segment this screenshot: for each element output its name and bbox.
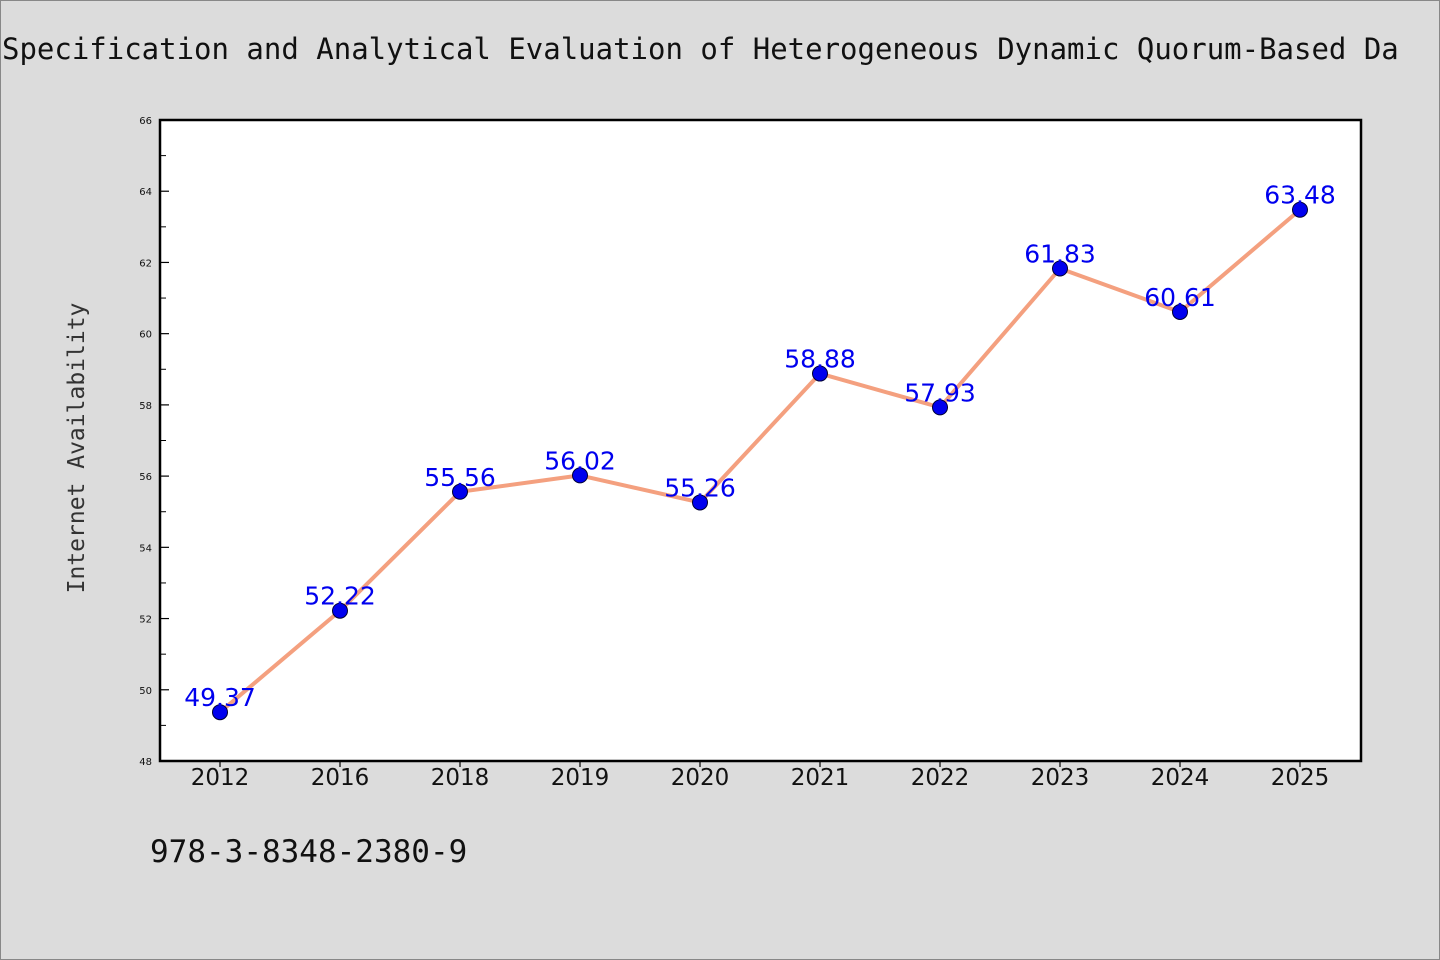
x-tick-label: 2022: [911, 765, 970, 791]
y-tick-label: 62: [139, 258, 152, 269]
data-point: [572, 467, 588, 484]
x-tick-label: 2023: [1031, 765, 1090, 791]
series-layer: 49.37 52.22 55.56 56.02 55.26 58.88 57.93 61.83…: [184, 181, 1336, 721]
series-line: [218, 208, 1302, 714]
data-point: [212, 704, 228, 721]
data-label: 63.48: [1264, 181, 1336, 210]
data-label: 60.61: [1144, 283, 1216, 312]
y-axis-label: Internet Availability: [64, 303, 90, 594]
data-label: 57.93: [904, 378, 976, 407]
y-tick-label: 50: [139, 686, 152, 697]
data-label: 58.88: [784, 345, 856, 374]
x-axis: 2012 2016 2018 2019 2020 2021 2022 2023 2024 2025: [191, 761, 1330, 791]
data-point: [452, 483, 468, 500]
data-label: 52.22: [304, 582, 376, 611]
data-point: [692, 494, 708, 511]
y-tick-label: 64: [139, 187, 152, 198]
data-label: 56.02: [544, 446, 616, 475]
plot-area: [158, 118, 1363, 763]
y-axis: 48 50 52 54 56 58 60 62 64 66: [139, 116, 169, 768]
y-tick-label: 60: [139, 330, 152, 341]
data-point: [1292, 201, 1308, 218]
x-tick-label: 2018: [431, 765, 490, 791]
x-tick-label: 2021: [791, 765, 850, 791]
data-label: 55.26: [664, 473, 736, 502]
y-tick-label: 48: [139, 757, 152, 768]
isbn-note: 978-3-8348-2380-9: [150, 834, 468, 870]
data-point: [812, 365, 828, 382]
data-point: [1172, 303, 1188, 320]
y-tick-label: 54: [139, 543, 152, 554]
x-tick-label: 2024: [1151, 765, 1210, 791]
y-tick-label: 56: [139, 472, 152, 483]
y-tick-label: 66: [139, 116, 152, 127]
x-tick-label: 2019: [551, 765, 610, 791]
x-tick-label: 2020: [671, 765, 730, 791]
data-label: 49.37: [184, 683, 256, 712]
y-tick-label: 52: [139, 615, 152, 626]
chart-title: Specification and Analytical Evaluation …: [0, 32, 1440, 76]
data-point: [1052, 260, 1068, 277]
data-point: [932, 399, 948, 416]
x-tick-label: 2016: [311, 765, 370, 791]
data-point: [332, 602, 348, 619]
y-tick-label: 58: [139, 401, 152, 412]
data-label: 61.83: [1024, 239, 1096, 268]
x-tick-label: 2025: [1271, 765, 1330, 791]
chart-title-text: Specification and Analytical Evaluation …: [2, 32, 1399, 66]
data-label: 55.56: [424, 463, 496, 492]
x-tick-label: 2012: [191, 765, 250, 791]
